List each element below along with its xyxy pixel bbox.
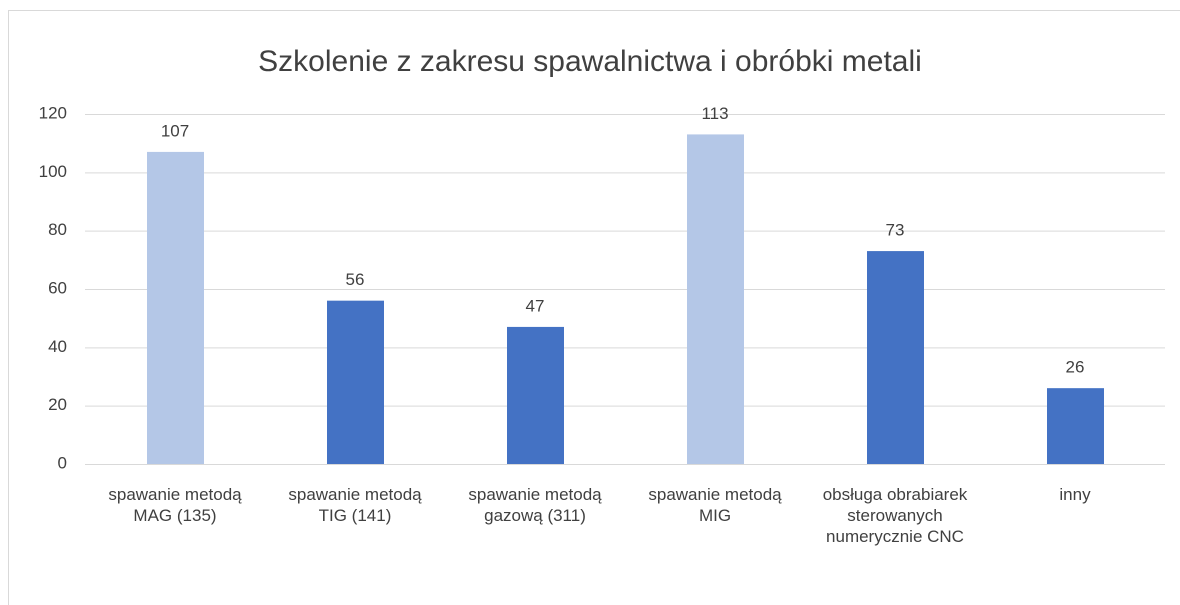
x-tick-label: spawanie metodą MAG (135) — [108, 485, 242, 525]
data-label: 73 — [886, 221, 905, 240]
y-tick-label: 60 — [48, 278, 67, 297]
y-tick-label: 120 — [39, 103, 67, 122]
x-tick-label: spawanie metodą TIG (141) — [288, 485, 422, 525]
x-tick-label: obsługa obrabiarek sterowanych numeryczn… — [822, 485, 968, 546]
bar — [507, 326, 564, 464]
chart-title: Szkolenie z zakresu spawalnictwa i obrób… — [258, 45, 922, 78]
y-tick-label: 20 — [48, 395, 67, 414]
chart-frame — [8, 10, 1180, 605]
bar — [327, 300, 384, 464]
y-tick-label: 0 — [58, 453, 67, 472]
data-label: 26 — [1066, 358, 1085, 377]
data-label: 56 — [346, 270, 365, 289]
bar — [1047, 388, 1104, 464]
data-label: 107 — [161, 121, 189, 140]
data-label: 113 — [701, 104, 728, 123]
bar — [147, 151, 204, 464]
x-tick-label: spawanie metodą MIG — [648, 485, 782, 525]
data-label: 47 — [526, 296, 545, 315]
y-tick-label: 40 — [48, 337, 67, 356]
x-tick-label: spawanie metodą gazową (311) — [468, 485, 602, 525]
x-tick-label: inny — [1059, 485, 1091, 504]
bar — [867, 251, 924, 464]
y-tick-label: 80 — [48, 220, 67, 239]
y-tick-label: 100 — [39, 162, 67, 181]
bar — [687, 134, 744, 464]
